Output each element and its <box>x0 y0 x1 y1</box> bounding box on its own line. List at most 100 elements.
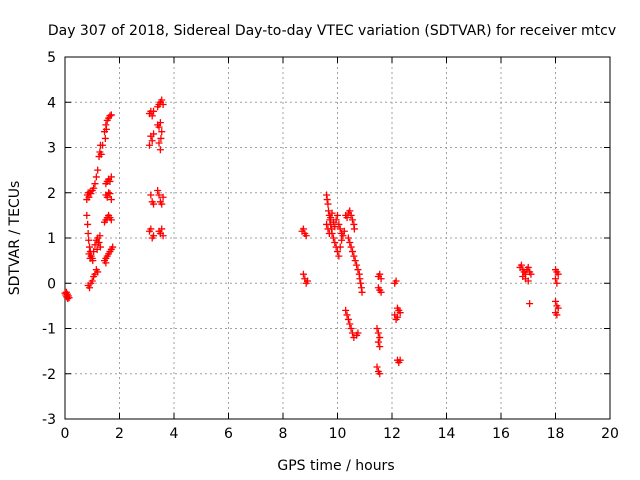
data-point <box>374 329 382 337</box>
data-point <box>299 225 307 233</box>
chart-title: Day 307 of 2018, Sidereal Day-to-day VTE… <box>48 23 616 39</box>
data-point <box>552 275 559 283</box>
data-point <box>373 363 381 371</box>
data-point <box>90 248 98 256</box>
data-point <box>107 196 115 204</box>
data-point <box>328 209 336 217</box>
data-point <box>336 225 344 233</box>
data-point <box>354 266 362 274</box>
x-tick-labels: 0 2 4 6 8 10 12 14 16 18 20 <box>61 426 619 442</box>
data-point <box>83 211 91 219</box>
data-point <box>325 229 333 237</box>
data-point <box>304 277 312 285</box>
y-tick-label: 0 <box>47 276 56 292</box>
x-tick-label: 6 <box>224 426 233 442</box>
data-points <box>61 96 562 378</box>
y-tick-label: -3 <box>42 412 56 428</box>
data-point <box>342 306 350 314</box>
data-point <box>348 216 356 224</box>
y-tick-label: 5 <box>47 50 56 66</box>
data-point <box>85 250 93 258</box>
data-point <box>159 232 167 240</box>
y-axis-label: SDTVAR / TECUs <box>7 181 23 296</box>
data-point <box>86 243 94 251</box>
data-point <box>343 311 351 319</box>
data-point <box>335 220 343 228</box>
data-point <box>147 191 155 199</box>
data-point <box>64 295 72 303</box>
x-tick-label: 14 <box>438 426 456 442</box>
data-point <box>351 257 359 265</box>
data-point <box>101 128 109 136</box>
data-point <box>145 141 153 149</box>
data-point <box>524 263 532 271</box>
data-point <box>354 329 362 337</box>
data-point <box>392 277 400 285</box>
data-point <box>357 279 365 287</box>
data-point <box>554 270 562 278</box>
data-point <box>91 180 99 188</box>
data-point <box>99 141 107 149</box>
data-point <box>159 193 167 201</box>
data-point <box>393 313 401 321</box>
data-point <box>150 107 158 115</box>
y-tick-label: 2 <box>47 186 56 202</box>
data-point <box>94 268 102 276</box>
data-point <box>350 252 358 260</box>
data-point <box>335 252 343 260</box>
data-point <box>517 261 525 269</box>
data-point <box>373 325 381 332</box>
data-point <box>552 297 559 305</box>
data-point <box>338 236 346 244</box>
data-point <box>88 277 96 285</box>
x-tick-label: 8 <box>279 426 288 442</box>
x-tick-label: 12 <box>383 426 401 442</box>
data-point <box>329 234 337 242</box>
data-point <box>376 343 384 351</box>
data-point <box>299 270 307 278</box>
data-point <box>331 239 339 247</box>
data-point <box>302 232 310 240</box>
data-point <box>350 225 358 233</box>
data-point <box>339 232 347 240</box>
data-point <box>159 101 167 109</box>
data-point <box>154 186 162 194</box>
data-point <box>90 184 98 192</box>
axis-ticks <box>64 56 611 420</box>
data-point <box>377 275 385 283</box>
data-point <box>332 216 340 224</box>
x-tick-label: 2 <box>115 426 124 442</box>
x-tick-label: 16 <box>492 426 510 442</box>
data-point <box>346 239 354 247</box>
data-point <box>150 130 158 138</box>
data-point <box>156 119 164 127</box>
data-point <box>526 300 534 308</box>
data-point <box>105 189 113 197</box>
data-point <box>86 254 94 262</box>
data-point <box>155 123 163 131</box>
data-point <box>86 284 94 292</box>
data-point <box>103 193 111 201</box>
data-point <box>347 325 355 332</box>
x-tick-label: 18 <box>547 426 565 442</box>
data-point <box>327 214 335 222</box>
data-point <box>150 200 158 208</box>
data-point <box>101 134 109 142</box>
data-point <box>106 112 114 120</box>
data-point <box>84 229 92 237</box>
data-point <box>96 232 104 240</box>
data-point <box>158 128 166 136</box>
data-point <box>346 207 354 215</box>
data-point <box>553 311 561 319</box>
data-point <box>65 294 73 302</box>
data-point <box>347 211 355 219</box>
data-point <box>148 112 156 120</box>
data-point <box>358 288 366 296</box>
data-point <box>376 270 384 278</box>
data-point <box>323 220 331 228</box>
data-point <box>396 356 404 364</box>
data-point <box>396 309 404 317</box>
data-point <box>377 288 385 296</box>
